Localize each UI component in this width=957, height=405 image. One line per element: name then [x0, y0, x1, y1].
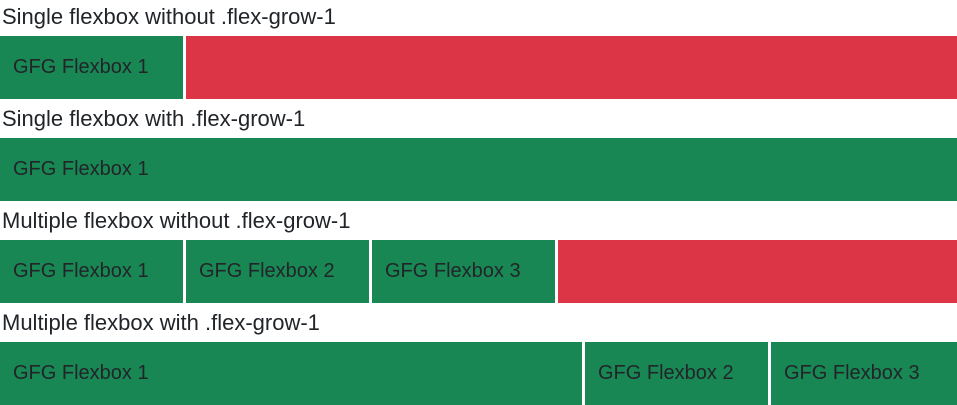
flex-item: GFG Flexbox 3 [771, 342, 957, 405]
flex-item: GFG Flexbox 3 [372, 240, 558, 303]
flex-item: GFG Flexbox 2 [585, 342, 771, 405]
flex-container: GFG Flexbox 1 [0, 138, 957, 201]
flex-item: GFG Flexbox 1 [0, 240, 186, 303]
section-multiple-with-grow: Multiple flexbox with .flex-grow-1 GFG F… [0, 310, 957, 405]
flex-container-red: GFG Flexbox 1 GFG Flexbox 2 GFG Flexbox … [0, 240, 957, 303]
section-single-with-grow: Single flexbox with .flex-grow-1 GFG Fle… [0, 106, 957, 201]
section-multiple-without-grow: Multiple flexbox without .flex-grow-1 GF… [0, 208, 957, 303]
section-heading: Multiple flexbox with .flex-grow-1 [2, 310, 320, 335]
section-heading: Single flexbox without .flex-grow-1 [2, 4, 336, 29]
flex-item: GFG Flexbox 2 [186, 240, 372, 303]
flex-item: GFG Flexbox 1 [0, 342, 585, 405]
flex-item: GFG Flexbox 1 [0, 36, 186, 99]
section-heading: Multiple flexbox without .flex-grow-1 [2, 208, 351, 233]
section-single-without-grow: Single flexbox without .flex-grow-1 GFG … [0, 4, 957, 99]
flex-container-red: GFG Flexbox 1 [0, 36, 957, 99]
flex-container: GFG Flexbox 1 GFG Flexbox 2 GFG Flexbox … [0, 342, 957, 405]
flex-item: GFG Flexbox 1 [0, 138, 957, 201]
section-heading: Single flexbox with .flex-grow-1 [2, 106, 306, 131]
